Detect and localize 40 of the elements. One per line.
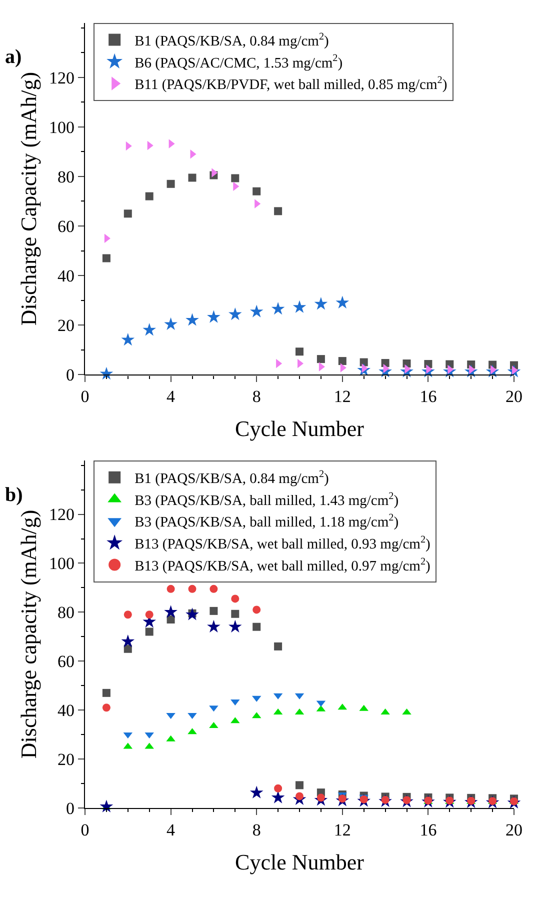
x-tick-label: 20 xyxy=(506,820,522,840)
y-tick-label: 60 xyxy=(58,652,74,672)
text: a) xyxy=(5,46,22,68)
x-axis-title: Cycle Number xyxy=(235,849,365,874)
text: b) xyxy=(5,484,23,506)
x-tick-label: 20 xyxy=(506,387,522,406)
x-tick-label: 12 xyxy=(334,820,351,840)
x-axis-title: Cycle Number xyxy=(235,416,365,442)
y-axis-title: Discharge capacity (mAh/g) xyxy=(16,510,41,759)
legend-label: B6 (PAQS/AC/CMC, 1.53 mg/cm$^{2}$) xyxy=(134,53,343,72)
legend-label: B11 (PAQS/KB/PVDF, wet ball milled, 0.85 mg/cm$^{2}$) xyxy=(134,75,448,94)
y-tick-label: 40 xyxy=(58,701,74,720)
y-tick-label: 120 xyxy=(49,68,74,88)
legend-label: B1 (PAQS/KB/SA, 0.84 mg/cm$^{2}$) xyxy=(134,468,330,488)
x-tick-label: 0 xyxy=(80,820,90,840)
x-tick-label: 8 xyxy=(252,820,261,840)
x-tick-label: 4 xyxy=(166,387,176,406)
legend-label: B1 (PAQS/KB/SA, 0.84 mg/cm$^{2}$) xyxy=(134,31,330,50)
y-tick-label: 0 xyxy=(66,798,74,818)
x-tick-label: 16 xyxy=(420,820,437,840)
y-tick-label: 20 xyxy=(58,316,74,336)
legend-label: B3 (PAQS/KB/SA, ball milled, 1.43 mg/cm$^{2}$) xyxy=(134,490,399,509)
y-tick-label: 20 xyxy=(58,750,74,769)
y-tick-label: 100 xyxy=(49,554,74,574)
x-tick-label: 12 xyxy=(334,387,351,406)
y-tick-label: 0 xyxy=(66,366,74,385)
x-tick-label: 16 xyxy=(420,387,437,406)
y-tick-label: 80 xyxy=(58,603,74,622)
legend-label: B3 (PAQS/KB/SA, ball milled, 1.18 mg/cm$^{2}$) xyxy=(134,512,399,531)
y-tick-label: 60 xyxy=(58,216,74,236)
y-tick-label: 80 xyxy=(58,167,74,186)
y-tick-label: 100 xyxy=(49,118,74,137)
x-tick-label: 8 xyxy=(252,387,261,406)
legend-label: B13 (PAQS/KB/SA, wet ball milled, 0.97 mg/cm$^{2}$) xyxy=(134,556,430,574)
y-tick-label: 120 xyxy=(49,505,74,524)
x-tick-label: 4 xyxy=(166,820,176,840)
x-tick-label: 0 xyxy=(80,387,90,406)
y-tick-label: 40 xyxy=(58,266,74,286)
y-axis-title: Discharge Capacity (mAh/g) xyxy=(16,72,41,326)
legend-label: B13 (PAQS/KB/SA, wet ball milled, 0.93 mg/cm$^{2}$) xyxy=(134,534,430,553)
